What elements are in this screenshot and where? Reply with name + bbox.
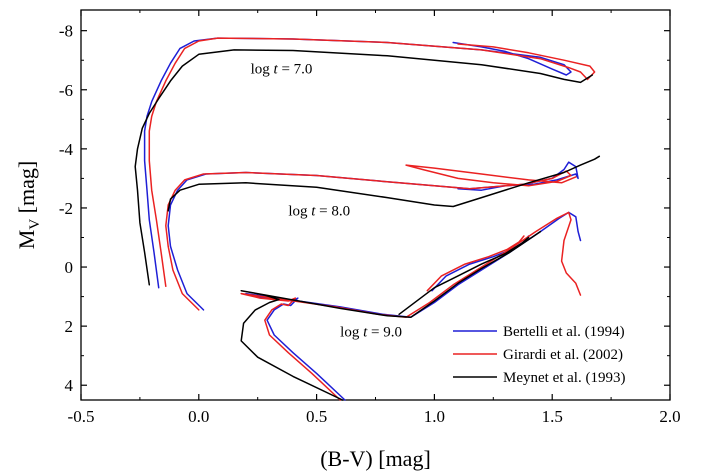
isochrone-line-1-0 [149, 38, 594, 286]
x-axis-label: (B-V) [mag] [320, 446, 431, 471]
isochrone-lines [135, 38, 599, 400]
x-tick-label: 0.0 [188, 407, 209, 426]
axis-ticks: -0.5 0.0 0.5 1.0 1.5 2.0 -8 -6 -4 -2 0 2 4 [59, 10, 681, 426]
x-tick-label: 0.5 [306, 407, 327, 426]
isochrone-annotation: log t = 8.0 [288, 203, 350, 219]
annotation-prefix: log [288, 203, 311, 219]
annotation-suffix: = 8.0 [315, 203, 350, 219]
x-tick-label: 1.5 [542, 407, 563, 426]
y-tick-label: -4 [59, 140, 74, 159]
isochrone-line-2-0 [135, 50, 592, 285]
annotation-prefix: log [340, 324, 363, 340]
y-tick-label: -8 [59, 22, 73, 41]
isochrone-line-1-3 [427, 236, 524, 291]
y-tick-label: 0 [65, 258, 74, 277]
y-tick-label: 2 [65, 317, 74, 336]
isochrone-line-0-3 [432, 236, 529, 291]
annotation-prefix: log [251, 62, 274, 78]
y-axis-label-main: M [14, 230, 39, 250]
legend-label: Girardi et al. (2002) [503, 347, 623, 363]
x-tick-label: 2.0 [659, 407, 680, 426]
x-tick-label: -0.5 [68, 407, 95, 426]
legend-label: Meynet et al. (1993) [503, 370, 625, 386]
y-tick-label: -6 [59, 81, 73, 100]
isochrone-annotation: log t = 7.0 [251, 62, 313, 78]
y-axis-label: MV [mag] [14, 161, 43, 249]
annotation-suffix: = 7.0 [278, 62, 313, 78]
y-axis-label-unit: [mag] [14, 161, 39, 219]
annotation-suffix: = 9.0 [367, 324, 402, 340]
y-axis-label-sub: V [27, 219, 43, 230]
series-1 [149, 38, 594, 400]
y-tick-label: 4 [65, 376, 74, 395]
legend: Bertelli et al. (1994) Girardi et al. (20… [453, 324, 625, 386]
isochrone-annotation: log t = 9.0 [340, 324, 402, 340]
legend-label: Bertelli et al. (1994) [503, 324, 625, 340]
x-tick-label: 1.0 [424, 407, 445, 426]
y-tick-label: -2 [59, 199, 73, 218]
isochrone-line-2-2 [241, 232, 540, 400]
series-0 [145, 38, 581, 400]
